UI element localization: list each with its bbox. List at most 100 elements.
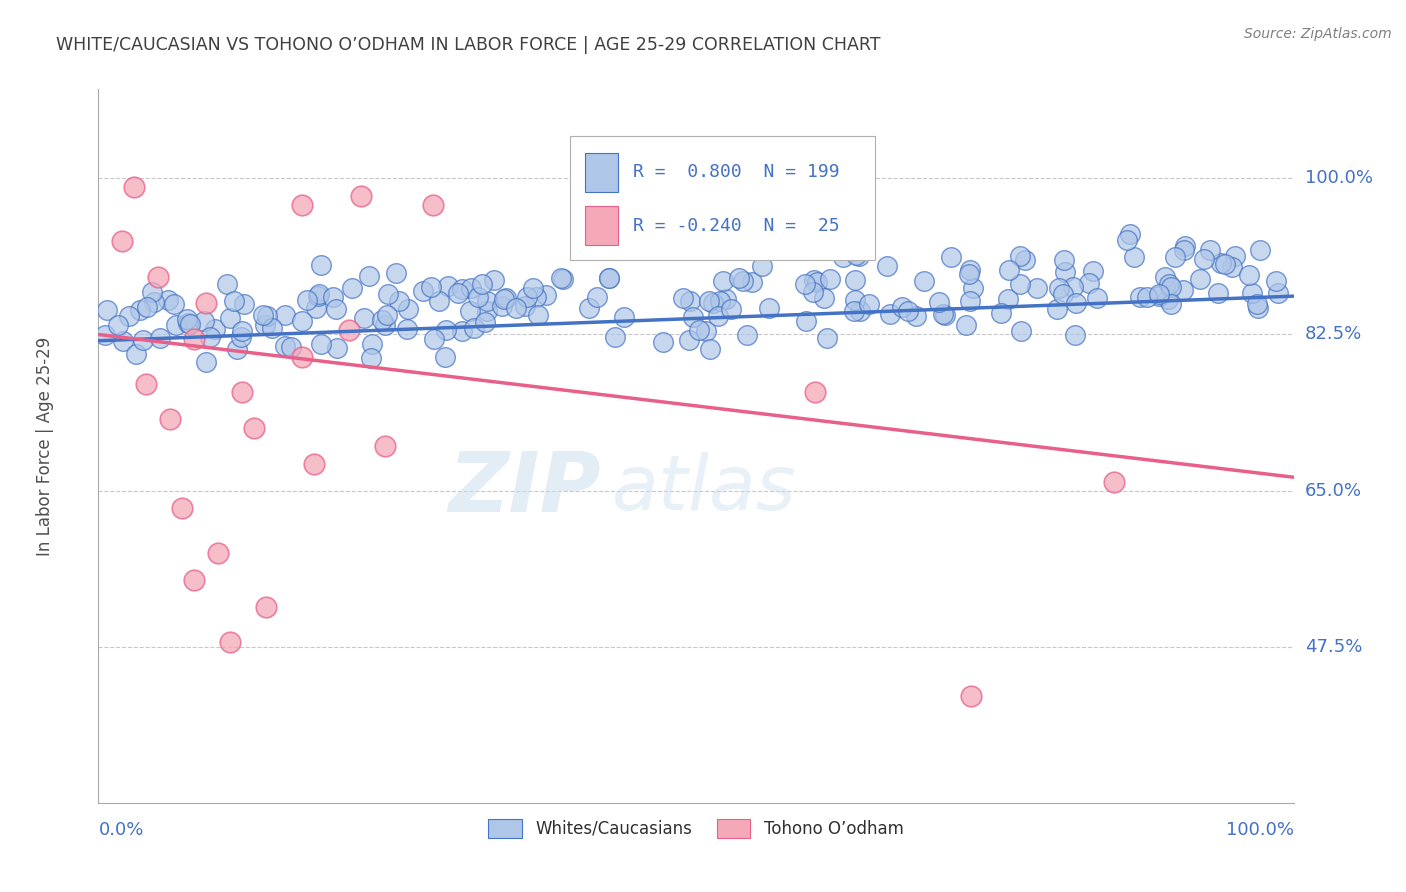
Point <box>1064 327 1087 342</box>
Point <box>1246 296 1268 310</box>
Point <box>1154 269 1177 284</box>
Text: atlas: atlas <box>613 452 797 525</box>
Point <box>672 291 695 305</box>
Point <box>491 299 513 313</box>
Point <box>707 310 730 324</box>
Point <box>385 266 408 280</box>
Point <box>1174 238 1197 252</box>
Point <box>957 267 980 281</box>
Point <box>939 250 962 264</box>
Point <box>311 258 333 272</box>
Point <box>233 297 256 311</box>
Point <box>527 308 550 322</box>
Point <box>308 286 330 301</box>
Point <box>422 198 444 212</box>
Point <box>219 635 242 649</box>
Point <box>832 250 855 264</box>
Point <box>1198 243 1220 257</box>
Point <box>711 274 734 288</box>
Point <box>231 385 253 400</box>
Point <box>447 285 470 300</box>
Point <box>142 294 165 309</box>
Point <box>876 259 898 273</box>
Point <box>1119 227 1142 241</box>
Point <box>1062 280 1084 294</box>
Point <box>633 237 655 252</box>
Point <box>339 323 361 337</box>
Point <box>1147 289 1170 303</box>
Point <box>815 331 838 345</box>
Point <box>1083 264 1105 278</box>
Point <box>932 307 955 321</box>
Point <box>359 268 381 283</box>
Point <box>578 301 600 315</box>
Point <box>959 293 981 308</box>
Point <box>534 288 557 302</box>
Text: 82.5%: 82.5% <box>1305 326 1362 343</box>
Point <box>1160 297 1182 311</box>
Point <box>513 299 536 313</box>
Point <box>427 293 450 308</box>
Point <box>204 322 226 336</box>
Text: R = -0.240  N =  25: R = -0.240 N = 25 <box>633 217 839 235</box>
Point <box>193 314 215 328</box>
Point <box>960 689 983 703</box>
Point <box>890 300 912 314</box>
Point <box>735 327 758 342</box>
Point <box>183 332 205 346</box>
Point <box>1159 277 1181 292</box>
Point <box>1104 475 1126 489</box>
Point <box>295 293 318 307</box>
Point <box>176 316 198 330</box>
Point <box>156 293 179 307</box>
Point <box>360 351 382 365</box>
Point <box>1267 286 1289 301</box>
Point <box>845 248 868 262</box>
Point <box>377 308 399 322</box>
Point <box>274 308 297 322</box>
Point <box>463 321 485 335</box>
Point <box>912 274 935 288</box>
Point <box>524 290 547 304</box>
Point <box>603 330 626 344</box>
Point <box>96 302 118 317</box>
Point <box>388 294 411 309</box>
Point <box>1147 286 1170 301</box>
Point <box>897 304 920 318</box>
Legend: Whites/Caucasians, Tohono O’odham: Whites/Caucasians, Tohono O’odham <box>482 812 910 845</box>
Point <box>111 234 134 248</box>
Point <box>291 314 314 328</box>
Point <box>325 301 347 316</box>
Point <box>849 304 872 318</box>
Point <box>165 318 187 333</box>
Point <box>858 296 880 310</box>
Point <box>125 347 148 361</box>
Point <box>436 278 458 293</box>
Point <box>451 324 474 338</box>
Text: In Labor Force | Age 25-29: In Labor Force | Age 25-29 <box>35 336 53 556</box>
Point <box>955 318 977 333</box>
Point <box>928 295 950 310</box>
Point <box>613 310 636 325</box>
Point <box>1157 292 1180 306</box>
Point <box>842 304 865 318</box>
Text: 100.0%: 100.0% <box>1226 821 1294 838</box>
Point <box>374 439 396 453</box>
Point <box>159 412 181 426</box>
Text: R =  0.800  N = 199: R = 0.800 N = 199 <box>633 163 839 181</box>
Point <box>741 275 763 289</box>
Point <box>353 311 375 326</box>
Point <box>1171 284 1194 298</box>
Point <box>195 296 218 310</box>
Point <box>1047 281 1070 295</box>
Point <box>522 281 544 295</box>
Point <box>550 271 572 285</box>
Point <box>695 325 717 339</box>
Point <box>420 280 443 294</box>
Point <box>1213 257 1236 271</box>
Point <box>1211 256 1233 270</box>
Point <box>1010 249 1032 263</box>
Point <box>1237 268 1260 282</box>
Point <box>688 323 710 337</box>
Point <box>848 249 870 263</box>
